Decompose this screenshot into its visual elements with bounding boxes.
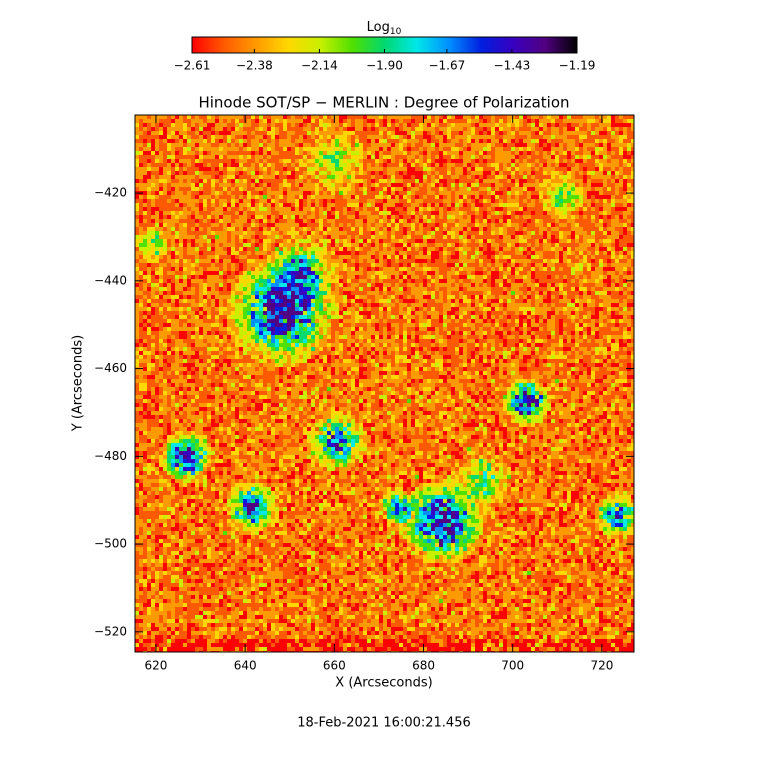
colorbar-tick-label: −2.61 xyxy=(174,59,211,73)
x-tick-label: 660 xyxy=(323,659,346,673)
plot-frame xyxy=(134,114,635,653)
y-tick-label: −460 xyxy=(94,361,127,375)
y-axis-label: Y (Arcseconds) xyxy=(71,335,86,432)
colorbar-tick-label: −1.67 xyxy=(428,59,465,73)
y-tick-label: −420 xyxy=(94,186,127,200)
heatmap-cells xyxy=(179,259,619,547)
colorbar-tick-label: −1.43 xyxy=(494,59,531,73)
x-tick-label: 680 xyxy=(412,659,435,673)
x-tick-label: 620 xyxy=(145,659,168,673)
y-tick-label: −520 xyxy=(94,624,127,638)
colorbar-label: Log10 xyxy=(367,20,402,37)
colorbar-tick-label: −1.19 xyxy=(559,59,596,73)
x-tick-label: 720 xyxy=(590,659,613,673)
colorbar-tick-label: −2.38 xyxy=(236,59,273,73)
chart-title: Hinode SOT/SP − MERLIN : Degree of Polar… xyxy=(198,94,569,112)
colorbar-tick-label: −1.90 xyxy=(366,59,403,73)
heatmap-image xyxy=(135,115,634,652)
heatmap-cells xyxy=(135,115,634,652)
heatmap-cells xyxy=(135,115,634,652)
heatmap-cells xyxy=(171,255,634,551)
y-tick-label: −440 xyxy=(94,273,127,287)
y-tick-label: −500 xyxy=(94,537,127,551)
x-tick-label: 700 xyxy=(501,659,524,673)
colorbar-label-base: Log xyxy=(367,20,390,35)
footer-date: 18-Feb-2021 16:00:21.456 xyxy=(297,716,471,731)
heatmap-cells xyxy=(135,115,634,651)
colorbar-tick-label: −2.14 xyxy=(301,59,338,73)
heatmap-cells xyxy=(135,115,634,652)
x-axis-label: X (Arcseconds) xyxy=(335,676,432,691)
colorbar-label-subscript: 10 xyxy=(390,27,402,37)
x-tick-label: 640 xyxy=(234,659,257,673)
y-tick-label: −480 xyxy=(94,449,127,463)
